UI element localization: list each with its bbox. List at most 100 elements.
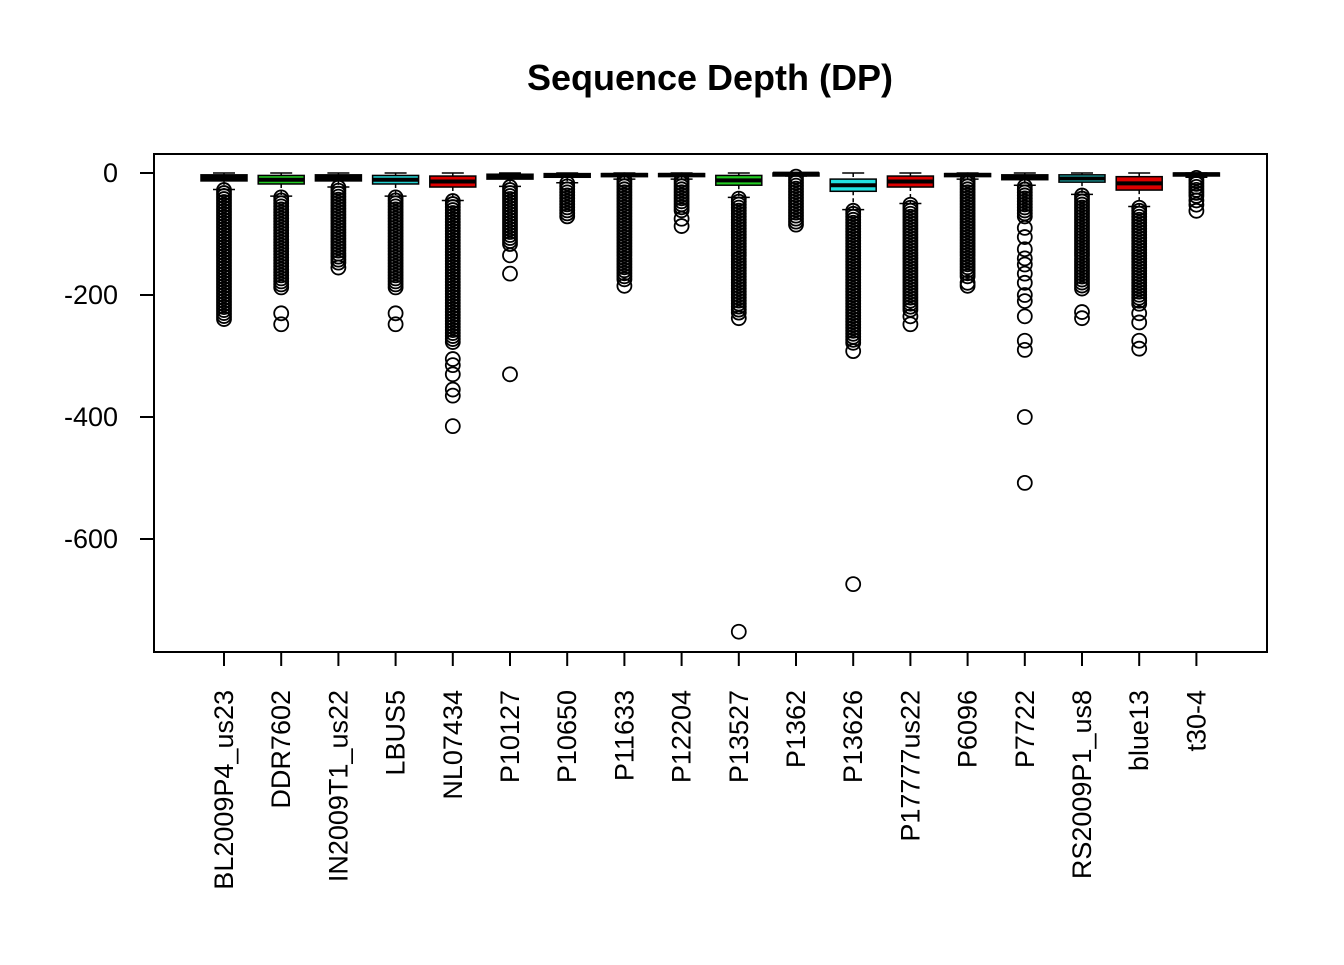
x-tick-label: P10127 xyxy=(495,690,525,783)
outlier-point xyxy=(1016,274,1033,291)
x-tick-label: P11633 xyxy=(609,690,639,781)
outlier-point xyxy=(444,366,461,383)
outlier-point xyxy=(1016,265,1033,282)
outlier-point xyxy=(673,218,690,234)
outlier-point xyxy=(387,279,404,296)
x-tick-label: RS2009P1_us8 xyxy=(1067,690,1097,879)
outlier-point xyxy=(1131,340,1148,357)
outlier-point xyxy=(730,310,747,327)
outlier-point xyxy=(902,316,919,333)
outlier-point xyxy=(1016,341,1033,358)
outlier-point xyxy=(444,381,461,398)
outlier-point xyxy=(1016,256,1033,273)
outlier-point xyxy=(559,208,576,225)
outlier-point xyxy=(1074,310,1090,327)
outlier-point xyxy=(616,277,633,294)
outlier-point xyxy=(1016,241,1033,258)
x-tick-label: P17777us22 xyxy=(895,690,925,842)
y-tick-label: -600 xyxy=(64,524,118,554)
outlier-point xyxy=(1016,409,1033,425)
box-P13626 xyxy=(829,172,877,593)
chart-title: Sequence Depth (DP) xyxy=(527,57,893,98)
box-P13527 xyxy=(715,172,763,640)
outlier-point xyxy=(730,623,747,640)
outlier-point xyxy=(1188,187,1205,204)
outlier-point xyxy=(444,418,461,435)
outlier-point xyxy=(1016,293,1033,310)
box-blue13 xyxy=(1115,172,1163,357)
x-tick-label: BL2009P4_us23 xyxy=(209,690,239,890)
outlier-point xyxy=(845,343,862,360)
box-P10650 xyxy=(543,172,591,225)
box-P17777us22 xyxy=(886,172,935,333)
x-tick-label: P7722 xyxy=(1010,690,1040,768)
outlier-point xyxy=(273,305,290,322)
x-tick-label: DDR7602 xyxy=(266,690,296,809)
box-P7722 xyxy=(1001,172,1049,491)
boxes-group xyxy=(200,168,1221,640)
outlier-point xyxy=(673,210,690,227)
x-tick-label: P6096 xyxy=(953,690,983,768)
outlier-point xyxy=(1016,250,1033,267)
outlier-point xyxy=(1074,280,1090,297)
outlier-point xyxy=(1074,304,1090,320)
x-tick-label: P1362 xyxy=(781,690,811,768)
x-tick-label: P10650 xyxy=(552,690,582,783)
outlier-point xyxy=(845,334,862,351)
outlier-point xyxy=(444,334,461,350)
outlier-point xyxy=(330,259,347,276)
box-P1362 xyxy=(772,168,820,233)
outlier-point xyxy=(959,268,976,285)
outlier-point xyxy=(444,387,461,404)
outlier-point xyxy=(387,316,404,333)
x-tick-label: IN2009T1_us22 xyxy=(323,690,353,882)
y-tick-label: -400 xyxy=(64,402,118,432)
outlier-point xyxy=(788,216,804,233)
outlier-point xyxy=(730,304,747,321)
outlier-point xyxy=(673,202,690,219)
outlier-point xyxy=(502,366,518,383)
x-tick-label: P12204 xyxy=(667,690,697,783)
x-tick-label: P13527 xyxy=(724,690,754,783)
x-tick-label: LBUS5 xyxy=(381,690,411,776)
outlier-point xyxy=(216,311,232,327)
y-tick-label: 0 xyxy=(103,158,118,188)
y-axis: 0 -200 -400 -600 xyxy=(64,158,155,554)
x-tick-label: t30-4 xyxy=(1181,690,1211,752)
x-tick-label: blue13 xyxy=(1124,690,1154,771)
outlier-point xyxy=(387,305,404,322)
outlier-point xyxy=(1131,332,1148,349)
outlier-point xyxy=(959,277,976,294)
outlier-point xyxy=(330,254,347,271)
box-DDR7602 xyxy=(257,172,305,333)
outlier-point xyxy=(1131,314,1148,331)
outlier-point xyxy=(902,308,919,325)
outlier-point xyxy=(444,351,461,367)
outlier-point xyxy=(616,271,633,288)
box-RS2009P1_us8 xyxy=(1058,172,1106,327)
box-P11633 xyxy=(600,172,649,294)
outlier-point xyxy=(273,279,290,296)
plot-frame xyxy=(153,153,1268,653)
outlier-point xyxy=(502,236,518,252)
outlier-point xyxy=(1016,208,1033,225)
outlier-point xyxy=(502,247,518,264)
y-tick-label: -200 xyxy=(64,280,118,310)
outlier-point xyxy=(1016,332,1033,349)
outlier-point xyxy=(1016,229,1033,245)
outlier-point xyxy=(1131,295,1148,312)
outlier-point xyxy=(1188,192,1205,209)
box-LBUS5 xyxy=(371,172,420,333)
x-tick-label: NL07434 xyxy=(438,690,468,800)
outlier-point xyxy=(502,265,518,282)
outlier-point xyxy=(845,576,862,593)
outlier-point xyxy=(1016,474,1033,491)
outlier-point xyxy=(444,357,461,374)
x-tick-label: P13626 xyxy=(838,690,868,783)
outlier-point xyxy=(1131,305,1148,322)
outlier-point xyxy=(1016,219,1033,236)
box-NL07434 xyxy=(429,172,477,435)
outlier-point xyxy=(273,316,290,333)
box-BL2009P4_us23 xyxy=(200,172,248,327)
